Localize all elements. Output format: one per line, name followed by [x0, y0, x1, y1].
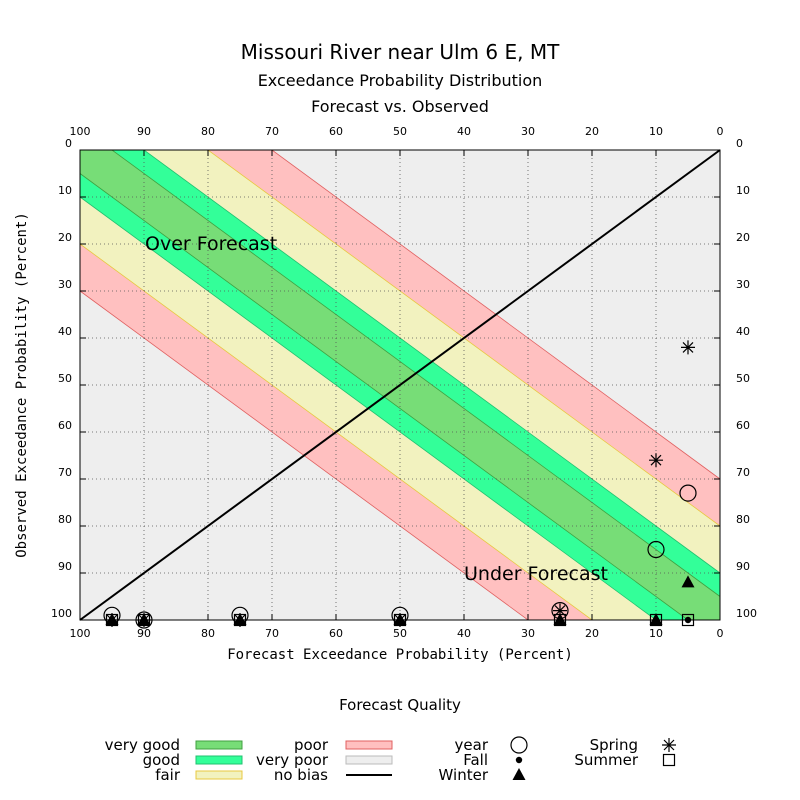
legend-swatch-very-poor [345, 755, 393, 765]
legend-swatch-fair [195, 770, 243, 780]
x-tick-label: 100 [70, 627, 91, 640]
point-summer [105, 613, 119, 627]
legend-label-fair: fair [155, 766, 181, 784]
x-tick-label-top: 10 [649, 125, 663, 138]
y-tick-label: 0 [65, 137, 72, 150]
under-forecast-label: Under Forecast [464, 563, 608, 585]
y-axis-label: Observed Exceedance Probability (Percent… [14, 212, 30, 558]
y-tick-label-right: 30 [736, 278, 750, 291]
point-summer [553, 613, 567, 627]
y-tick-label: 20 [58, 231, 72, 244]
x-tick-label-top: 0 [717, 125, 724, 138]
legend-swatch-very-good [195, 740, 243, 750]
point-summer [233, 613, 247, 627]
x-tick-label: 0 [717, 627, 724, 640]
x-tick-label: 70 [265, 627, 279, 640]
y-tick-label: 80 [58, 513, 72, 526]
legend-label-no-bias: no bias [274, 766, 328, 784]
x-tick-label-top: 30 [521, 125, 535, 138]
legend-label-very-good: very good [105, 736, 180, 754]
legend-swatch-good [195, 755, 243, 765]
x-tick-label: 90 [137, 627, 151, 640]
legend-marker-summer [662, 753, 676, 767]
point-spring [393, 613, 407, 627]
x-tick-label-top: 80 [201, 125, 215, 138]
x-tick-label: 40 [457, 627, 471, 640]
legend-marker-spring [662, 738, 676, 752]
x-tick-label: 50 [393, 627, 407, 640]
point-summer [649, 613, 663, 627]
no-bias-line [79, 149, 721, 621]
y-tick-label-right: 80 [736, 513, 750, 526]
point-winter [553, 613, 567, 625]
y-tick-label: 70 [58, 466, 72, 479]
point-spring [233, 613, 247, 627]
y-tick-label-right: 20 [736, 231, 750, 244]
y-tick-label-right: 100 [736, 607, 757, 620]
x-tick-label-top: 40 [457, 125, 471, 138]
legend-label-poor: poor [294, 736, 329, 754]
y-tick-label: 40 [58, 325, 72, 338]
legend-label-good: good [143, 751, 180, 769]
x-tick-label-top: 70 [265, 125, 279, 138]
point-spring [649, 453, 663, 468]
legend-marker-fall [515, 756, 523, 764]
point-year [135, 611, 153, 629]
x-tick-label-top: 60 [329, 125, 343, 138]
legend-marker-winter [512, 768, 526, 780]
point-fall [684, 616, 692, 624]
chart-subtitle: Exceedance Probability Distribution [257, 71, 543, 90]
y-tick-label: 60 [58, 419, 72, 432]
y-tick-label-right: 70 [736, 466, 750, 479]
point-spring [137, 613, 151, 627]
legend-label-winter: Winter [439, 766, 489, 784]
y-tick-label-right: 10 [736, 184, 750, 197]
point-winter [681, 575, 695, 588]
legend-label-very-poor: very poor [256, 751, 329, 769]
point-year [679, 484, 697, 502]
legend-marker-year [510, 736, 528, 754]
point-year [647, 540, 665, 559]
over-forecast-label: Over Forecast [145, 233, 277, 255]
y-tick-label-right: 50 [736, 372, 750, 385]
y-tick-label-right: 90 [736, 560, 750, 573]
legend-label-summer: Summer [574, 751, 638, 769]
point-summer [393, 613, 407, 627]
legend-swatch-poor [345, 740, 393, 750]
y-tick-label: 50 [58, 372, 72, 385]
legend-label-fall: Fall [463, 751, 488, 769]
x-axis-label: Forecast Exceedance Probability (Percent… [227, 647, 573, 663]
y-tick-label: 30 [58, 278, 72, 291]
x-tick-label: 10 [649, 627, 663, 640]
y-tick-label: 10 [58, 184, 72, 197]
x-tick-label: 20 [585, 627, 599, 640]
chart-subtitle-2: Forecast vs. Observed [311, 97, 489, 116]
y-tick-label-right: 0 [736, 137, 743, 150]
legend-title: Forecast Quality [339, 696, 461, 714]
x-tick-label: 80 [201, 627, 215, 640]
chart-title: Missouri River near Ulm 6 E, MT [240, 40, 560, 64]
x-tick-label-top: 90 [137, 125, 151, 138]
point-summer [681, 613, 695, 627]
point-spring [681, 340, 695, 355]
x-tick-label: 60 [329, 627, 343, 640]
point-summer [137, 613, 151, 627]
x-tick-label-top: 100 [70, 125, 91, 138]
point-spring [553, 603, 567, 618]
x-tick-label-top: 20 [585, 125, 599, 138]
y-tick-label-right: 60 [736, 419, 750, 432]
x-tick-label: 30 [521, 627, 535, 640]
y-tick-label-right: 40 [736, 325, 750, 338]
point-spring [105, 613, 119, 627]
point-winter [649, 613, 663, 625]
x-tick-label-top: 50 [393, 125, 407, 138]
y-tick-label: 90 [58, 560, 72, 573]
legend-label-year: year [455, 736, 489, 754]
legend-label-spring: Spring [590, 736, 638, 754]
y-tick-label: 100 [51, 607, 72, 620]
